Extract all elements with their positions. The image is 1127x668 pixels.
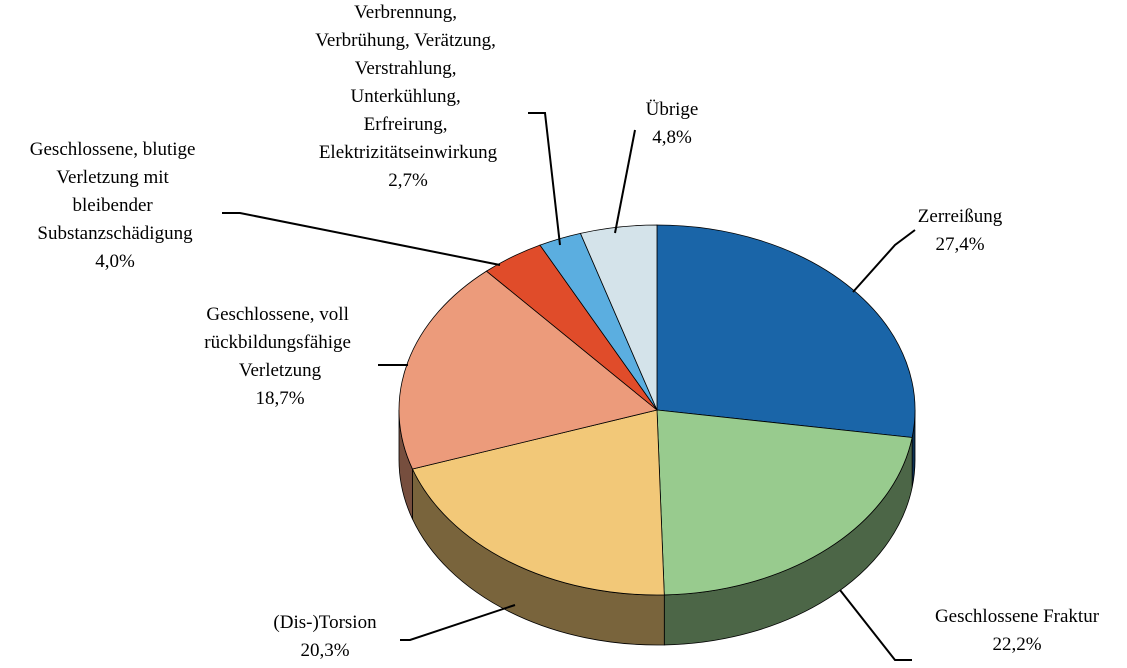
value-label: 4,8% xyxy=(652,127,692,148)
category-label: Verbrennung, Verbrühung, Verätzung, Vers… xyxy=(315,2,500,163)
leader-line xyxy=(222,212,501,266)
category-label: Geschlossene, blutige Verletzung mit ble… xyxy=(30,139,200,244)
slice xyxy=(656,409,913,596)
category-label: Übrige xyxy=(646,99,699,120)
value-label: 22,2% xyxy=(992,634,1041,655)
category-label: Zerreißung xyxy=(918,206,1003,227)
category-label: Geschlossene, voll rückbildungsfähige Ve… xyxy=(204,304,355,381)
category-label: (Dis-)Torsion xyxy=(273,612,377,633)
value-label: 18,7% xyxy=(255,388,304,409)
leader-line xyxy=(614,129,636,234)
value-label: 20,3% xyxy=(300,640,349,661)
leader-line xyxy=(852,229,916,293)
slice xyxy=(398,270,658,470)
value-label: 2,7% xyxy=(388,170,428,191)
slice xyxy=(579,224,658,411)
category-label: Geschlossene Fraktur xyxy=(935,606,1100,627)
leader-line xyxy=(839,589,912,661)
slice xyxy=(656,224,916,438)
slice xyxy=(411,409,665,596)
value-label: 4,0% xyxy=(95,251,135,272)
leader-line xyxy=(528,112,561,246)
value-label: 27,4% xyxy=(935,234,984,255)
leader-line xyxy=(400,604,516,641)
